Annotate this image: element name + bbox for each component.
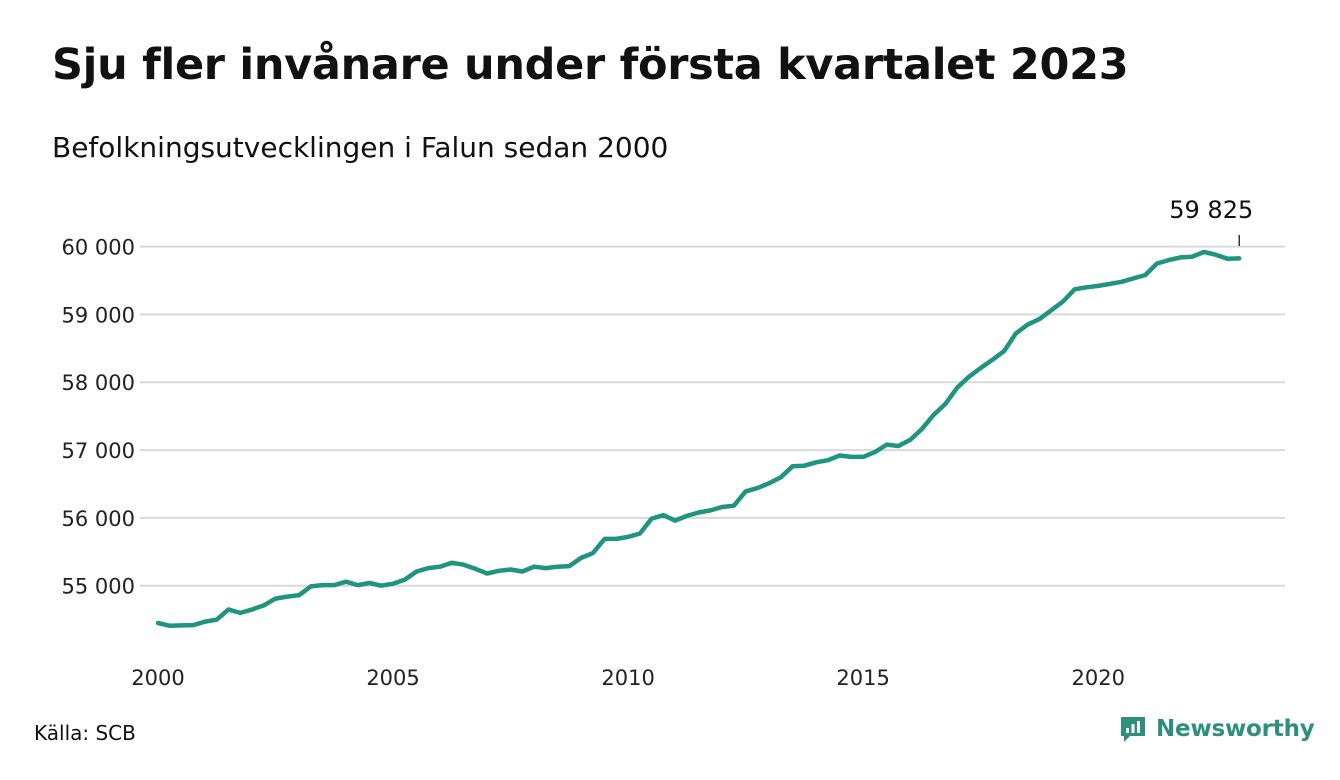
x-axis-ticks: 2000 2005 2010 2015 2020 bbox=[131, 666, 1125, 690]
x-tick-label: 2020 bbox=[1071, 666, 1124, 690]
y-tick-label: 55 000 bbox=[62, 575, 135, 599]
x-tick-label: 2010 bbox=[601, 666, 654, 690]
chart-subtitle: Befolkningsutvecklingen i Falun sedan 20… bbox=[52, 131, 669, 164]
y-tick-label: 60 000 bbox=[62, 236, 135, 260]
y-tick-label: 57 000 bbox=[62, 439, 135, 463]
y-tick-label: 56 000 bbox=[62, 507, 135, 531]
annotation-layer: 59 825 bbox=[1169, 196, 1253, 246]
gridlines bbox=[140, 245, 1285, 587]
y-tick-label: 58 000 bbox=[62, 371, 135, 395]
series-layer bbox=[155, 249, 1242, 629]
y-tick-label: 59 000 bbox=[62, 303, 135, 327]
x-tick-label: 2015 bbox=[836, 666, 889, 690]
x-tick-label: 2000 bbox=[131, 666, 184, 690]
source-credit: Källa: SCB bbox=[34, 721, 136, 745]
y-axis-ticks: 55 000 56 000 57 000 58 000 59 000 60 000 bbox=[62, 236, 135, 599]
chart-title: Sju fler invånare under första kvartalet… bbox=[52, 40, 1129, 90]
brand-logo[interactable]: Newsworthy bbox=[1118, 714, 1315, 744]
annotation-label: 59 825 bbox=[1169, 196, 1253, 224]
x-tick-label: 2005 bbox=[366, 666, 419, 690]
brand-name: Newsworthy bbox=[1156, 716, 1315, 742]
newsworthy-logo-icon bbox=[1121, 717, 1145, 742]
series-line bbox=[155, 249, 1242, 629]
